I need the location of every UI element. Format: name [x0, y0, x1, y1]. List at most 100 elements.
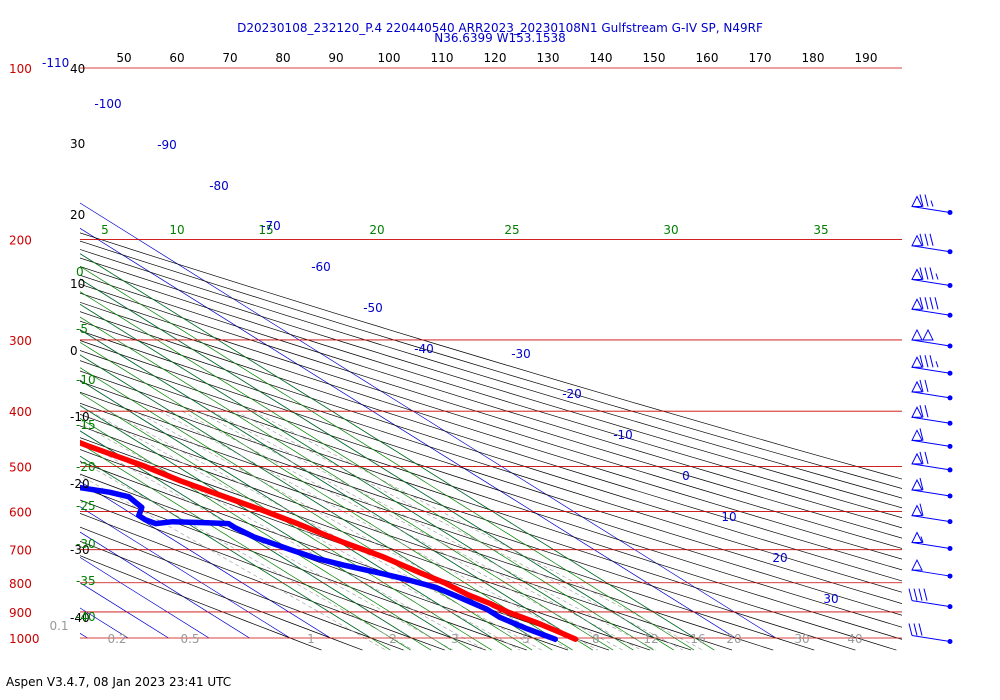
wind-barb	[908, 623, 953, 645]
chart-title: D20230108_232120_P.4 220440540 ARR2023_2…	[237, 21, 763, 35]
moist-adiabat-line	[80, 367, 533, 651]
isotherm-label: 0	[682, 469, 690, 483]
moist-adiabat-lines	[80, 253, 715, 651]
moist-adiabat-line	[80, 303, 634, 651]
mixing-ratio-label: 40	[847, 632, 862, 646]
altitude-label: 0	[70, 344, 78, 358]
moist-adiabat-line	[80, 291, 654, 651]
moist-top-label: 20	[369, 223, 384, 237]
pressure-label: 100	[9, 62, 32, 76]
moist-top-label: 35	[813, 223, 828, 237]
dry-adiabat-line	[80, 414, 774, 651]
isotherm-label: -110	[42, 56, 69, 70]
wind-barb	[911, 233, 953, 255]
mixing-ratio-label: 12	[643, 632, 658, 646]
moist-adiabat-line	[80, 405, 472, 651]
dry-adiabat-line	[80, 283, 902, 539]
dry-adiabat-line	[80, 311, 902, 571]
sounding-traces	[80, 439, 579, 642]
temperature-trace	[80, 439, 579, 642]
wind-barb	[911, 297, 953, 318]
moist-label: -40	[76, 610, 96, 624]
pressure-label: 300	[9, 334, 32, 348]
moist-adiabat-line	[80, 253, 715, 651]
dry-adiabat-line	[80, 301, 902, 560]
theta-label: 100	[378, 51, 401, 65]
moist-adiabat-line	[80, 455, 391, 651]
mixing-ratio-label: 0.5	[180, 632, 199, 646]
moist-adiabat-line	[80, 329, 593, 651]
theta-label: 130	[537, 51, 560, 65]
theta-label: 150	[643, 51, 666, 65]
isotherm-label: 20	[772, 551, 787, 565]
footer-version: Aspen V3.4.7, 08 Jan 2023 23:41 UTC	[6, 675, 232, 689]
dry-adiabat-line	[80, 360, 902, 628]
mixing-ratio-line	[80, 460, 414, 651]
isotherm-line	[0, 68, 7, 638]
wind-barb	[911, 428, 953, 449]
dewpoint-trace	[80, 484, 558, 642]
isobar-lines	[80, 67, 902, 639]
dry-adiabat-line	[80, 555, 322, 651]
isotherm-line	[80, 481, 331, 639]
isotherm-label: 10	[721, 510, 736, 524]
moist-label: -10	[76, 373, 96, 387]
dry-adiabat-line	[80, 526, 404, 651]
dry-adiabat-line	[80, 512, 445, 651]
dry-adiabat-line	[80, 540, 363, 651]
theta-label: 50	[116, 51, 131, 65]
isotherm-line	[80, 531, 250, 639]
mixing-ratio-line	[182, 410, 623, 651]
altitude-label: -10	[70, 410, 90, 424]
isotherm-line	[80, 227, 736, 639]
pressure-label: 400	[9, 405, 32, 419]
dry-adiabat-line	[80, 340, 902, 604]
wind-barb	[911, 379, 953, 401]
theta-label: 120	[484, 51, 507, 65]
theta-label: 110	[431, 51, 454, 65]
pressure-label: 200	[9, 234, 32, 248]
moist-adiabat-line	[80, 379, 512, 651]
moist-top-label: 25	[504, 223, 519, 237]
wind-barb	[911, 355, 953, 376]
isotherm-label: -20	[562, 387, 582, 401]
wind-barb	[911, 558, 953, 579]
theta-label: 140	[590, 51, 613, 65]
dry-adiabat-line	[80, 370, 902, 640]
mixing-ratio-line	[253, 410, 703, 651]
isotherm-label: -50	[363, 301, 383, 315]
wind-barb	[911, 194, 953, 216]
dry-adiabat-line	[80, 425, 733, 651]
altitude-label: 10	[70, 277, 85, 291]
isotherm-label: -40	[414, 342, 434, 356]
isotherm-label: -80	[209, 179, 229, 193]
altitude-label: -40	[70, 611, 90, 625]
dry-adiabat-line	[80, 249, 902, 499]
altitude-label: -30	[70, 543, 90, 557]
isotherm-line	[80, 405, 453, 639]
pressure-label: 500	[9, 460, 32, 474]
altitude-label: 40	[70, 62, 85, 76]
mixing-ratio-label: 20	[726, 632, 741, 646]
wind-barb	[908, 588, 953, 610]
isotherm-label: -60	[311, 260, 331, 274]
moist-top-label: 30	[663, 223, 678, 237]
mixing-ratio-line	[159, 410, 599, 651]
wind-barb	[911, 267, 953, 289]
wind-barb	[911, 405, 953, 426]
theta-label: 160	[696, 51, 719, 65]
mixing-ratio-line	[134, 410, 571, 651]
theta-label: 170	[749, 51, 772, 65]
dry-adiabat-line	[80, 381, 897, 651]
mixing-ratio-label: 30	[794, 632, 809, 646]
isotherm-label: 30	[823, 592, 838, 606]
mixing-ratio-label: 2	[389, 632, 397, 646]
altitude-label: -20	[70, 477, 90, 491]
dry-adiabat-line	[80, 391, 856, 651]
dry-adiabat-line	[80, 320, 902, 582]
wind-barbs	[908, 194, 953, 645]
mixing-ratio-line	[89, 410, 521, 651]
moist-label: -5	[76, 322, 88, 336]
dry-adiabat-line	[80, 257, 902, 509]
